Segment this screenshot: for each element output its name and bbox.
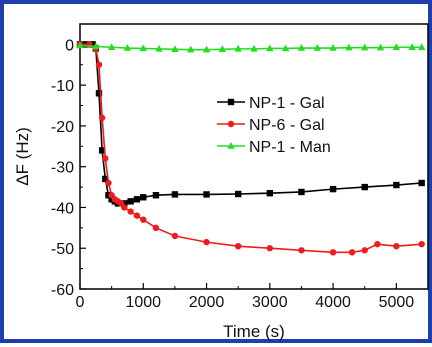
data-point: [187, 45, 195, 53]
data-point: [140, 194, 147, 201]
data-point: [250, 44, 258, 52]
data-point: [105, 179, 112, 187]
data-point: [298, 188, 305, 196]
data-point: [102, 175, 109, 183]
data-point: [202, 45, 211, 53]
y-tick-label: -10: [51, 78, 74, 95]
data-point: [127, 208, 134, 215]
data-point: [155, 44, 163, 52]
data-point: [329, 44, 337, 51]
data-point: [171, 191, 179, 198]
data-point: [376, 43, 385, 51]
data-point: [374, 240, 381, 248]
data-point: [313, 44, 321, 51]
data-point: [98, 114, 106, 121]
data-point: [121, 204, 128, 211]
legend-item: NP-1 - Gal: [217, 95, 325, 112]
data-point: [361, 183, 368, 191]
x-tick-label: 1000: [125, 294, 161, 311]
data-point: [281, 44, 290, 52]
data-point: [361, 247, 368, 254]
y-tick-label: -60: [51, 282, 74, 299]
data-point: [127, 198, 134, 205]
plot-area: [79, 23, 429, 290]
data-point: [203, 191, 210, 198]
data-point: [418, 179, 425, 187]
data-point: [266, 245, 274, 252]
series-layer: [76, 41, 426, 256]
series-line: [79, 44, 422, 51]
data-point: [393, 181, 400, 189]
data-point: [392, 43, 401, 50]
data-point: [107, 43, 116, 50]
data-point: [92, 42, 100, 50]
data-point: [152, 224, 160, 232]
data-point: [298, 247, 305, 254]
data-point: [139, 44, 147, 52]
data-point: [266, 189, 274, 197]
data-point: [266, 44, 274, 52]
y-axis-label: ΔF (Hz): [13, 127, 32, 186]
data-point: [408, 43, 416, 50]
legend-label: NP-6 - Gal: [249, 117, 325, 134]
legend: NP-1 - Gal NP-6 - Gal NP-1 - Man: [217, 95, 331, 156]
y-axis: 0 -10 -20 -30 -40 -50 -60: [51, 37, 86, 299]
y-tick-label: -40: [51, 200, 74, 217]
data-point: [345, 43, 353, 51]
data-point: [329, 185, 337, 193]
data-point: [171, 232, 179, 240]
y-tick-label: 0: [65, 37, 74, 54]
data-point: [152, 192, 160, 199]
data-point: [171, 45, 179, 52]
data-point: [203, 238, 210, 246]
x-tick-label: 2000: [189, 294, 225, 311]
legend-swatch-marker: [227, 98, 235, 106]
x-axis: 0 1000 2000 3000 4000 5000: [76, 283, 415, 311]
data-point: [218, 45, 227, 52]
x-tick-label: 4000: [315, 294, 351, 311]
data-point: [98, 147, 106, 154]
x-tick-label: 3000: [252, 294, 288, 311]
legend-item: NP-6 - Gal: [217, 117, 325, 134]
line-chart: 0 1000 2000 3000 4000 5000 0 -10 -20 -30 -40 -50 -6…: [13, 23, 429, 341]
data-point: [348, 249, 356, 256]
data-point: [76, 41, 84, 49]
data-point: [133, 212, 141, 219]
data-point: [417, 43, 426, 50]
data-point: [95, 90, 103, 97]
legend-item: NP-1 - Man: [217, 139, 331, 156]
x-tick-label: 5000: [379, 294, 415, 311]
data-point: [123, 44, 132, 51]
data-point: [297, 44, 306, 51]
y-tick-label: -30: [51, 160, 74, 177]
data-point: [102, 155, 109, 162]
y-tick-label: -50: [51, 241, 74, 258]
x-axis-label: Time (s): [223, 322, 285, 341]
data-point: [234, 44, 242, 52]
legend-label: NP-1 - Gal: [249, 95, 325, 112]
data-point: [95, 61, 103, 68]
data-point: [329, 249, 337, 256]
legend-label: NP-1 - Man: [249, 139, 331, 156]
legend-swatch-marker: [227, 142, 235, 149]
data-point: [234, 242, 242, 250]
x-tick-label: 0: [76, 294, 85, 311]
data-point: [361, 43, 369, 51]
data-point: [393, 242, 400, 250]
data-point: [234, 190, 242, 198]
legend-swatch-marker: [227, 120, 235, 128]
data-point: [133, 196, 141, 203]
series-3: [76, 41, 426, 53]
data-point: [418, 240, 425, 248]
data-point: [140, 216, 147, 223]
y-tick-label: -20: [51, 119, 74, 136]
